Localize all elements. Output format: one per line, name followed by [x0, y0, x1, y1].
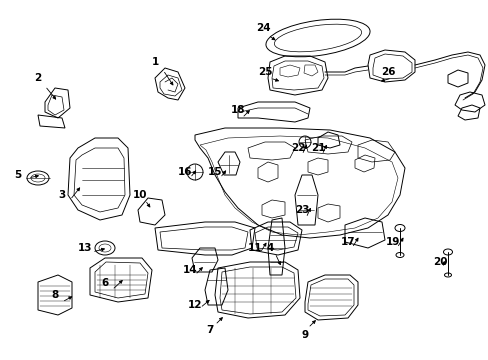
Text: 23: 23	[294, 205, 308, 215]
Text: 3: 3	[58, 190, 65, 200]
Text: 8: 8	[51, 290, 59, 300]
Text: 6: 6	[101, 278, 108, 288]
Text: 26: 26	[380, 67, 394, 77]
Text: 20: 20	[432, 257, 447, 267]
Text: 16: 16	[177, 167, 192, 177]
Text: 9: 9	[301, 330, 308, 340]
Text: 18: 18	[230, 105, 245, 115]
Text: 4: 4	[266, 243, 273, 253]
Text: 10: 10	[132, 190, 147, 200]
Text: 15: 15	[207, 167, 222, 177]
Text: 22: 22	[290, 143, 305, 153]
Text: 17: 17	[340, 237, 355, 247]
Text: 7: 7	[206, 325, 213, 335]
Text: 11: 11	[247, 243, 262, 253]
Text: 19: 19	[385, 237, 399, 247]
Text: 5: 5	[14, 170, 21, 180]
Text: 24: 24	[255, 23, 270, 33]
Text: 13: 13	[78, 243, 92, 253]
Text: 12: 12	[187, 300, 202, 310]
Text: 21: 21	[310, 143, 325, 153]
Text: 25: 25	[257, 67, 272, 77]
Text: 2: 2	[34, 73, 41, 83]
Text: 1: 1	[151, 57, 158, 67]
Text: 14: 14	[183, 265, 197, 275]
